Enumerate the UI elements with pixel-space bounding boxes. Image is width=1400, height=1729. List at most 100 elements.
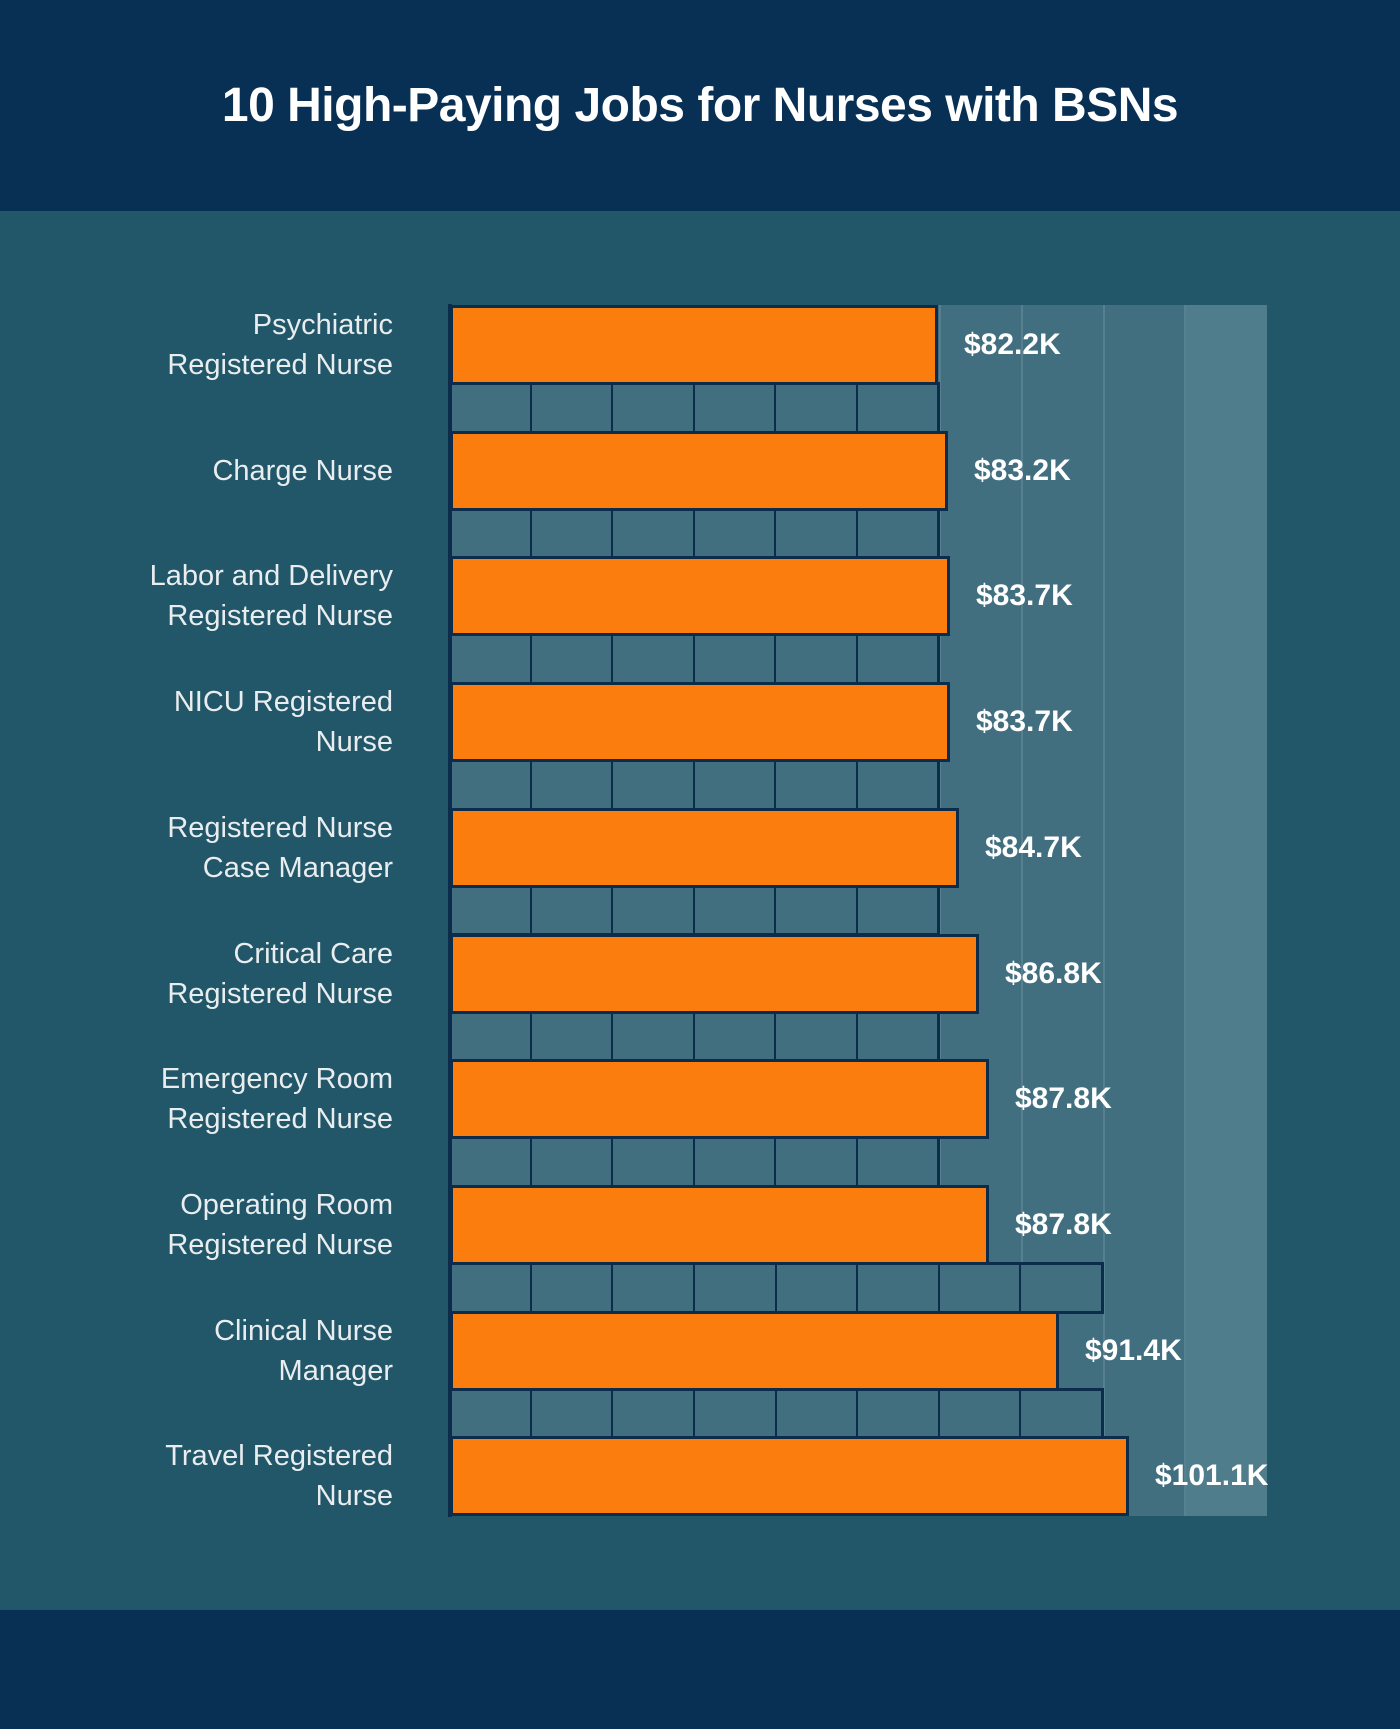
gap-grid-cell xyxy=(450,1013,532,1060)
gap-grid-cell xyxy=(695,887,776,934)
bar-nicu-registered-nurse xyxy=(450,682,950,763)
gap-grid-cell xyxy=(858,385,938,431)
gap-grid-cell xyxy=(450,636,532,683)
gap-grid-cell xyxy=(695,1139,776,1185)
gap-grid-cell xyxy=(613,1139,695,1185)
category-label-emergency-room-registered-nurse: Emergency Room Registered Nurse xyxy=(160,1063,393,1136)
value-label-charge-nurse: $83.2K xyxy=(974,453,1071,487)
vertical-gridline xyxy=(1020,305,1023,1516)
gap-grid-cell xyxy=(858,888,938,934)
value-label-psychiatric-registered-nurse: $82.2K xyxy=(964,328,1061,361)
gap-grid-cell xyxy=(532,1013,613,1060)
gap-grid-band xyxy=(450,759,940,811)
gap-grid-cell xyxy=(858,762,938,808)
gap-grid-band xyxy=(450,884,940,937)
page-title: 10 High-Paying Jobs for Nurses with BSNs xyxy=(221,79,1179,132)
gap-grid-cell xyxy=(777,1264,859,1311)
y-axis-line xyxy=(448,304,452,1517)
gap-grid-cell xyxy=(858,1264,940,1311)
value-label-labor-and-delivery-registered-nurse: $83.7K xyxy=(976,579,1073,613)
gap-grid-cell xyxy=(613,887,695,934)
gap-grid-cell xyxy=(940,1390,1022,1437)
gap-grid-cell xyxy=(613,1390,695,1437)
gap-grid-band xyxy=(450,382,940,434)
gap-grid-cell xyxy=(858,1014,938,1060)
gap-grid-cell xyxy=(450,1139,532,1185)
gap-grid-cell xyxy=(858,1390,940,1437)
gap-grid-cell xyxy=(613,636,695,683)
gap-grid-cell xyxy=(776,762,858,808)
header-band: 10 High-Paying Jobs for Nurses with BSNs xyxy=(0,0,1400,211)
gap-grid-cell xyxy=(450,510,532,557)
bar-clinical-nurse-manager xyxy=(450,1310,1059,1391)
gap-grid-cell xyxy=(695,636,776,683)
gap-grid-cell xyxy=(532,636,613,683)
gap-grid-cell xyxy=(532,762,613,808)
category-label-psychiatric-registered-nurse: Psychiatric Registered Nurse xyxy=(167,309,393,381)
category-label-labor-and-delivery-registered-nurse: Labor and Delivery Registered Nurse xyxy=(149,560,393,633)
gap-grid-band xyxy=(450,1010,940,1063)
gap-grid-cell xyxy=(450,1390,532,1437)
gap-grid-band xyxy=(450,633,940,686)
gap-grid-cell xyxy=(776,887,858,934)
value-label-emergency-room-registered-nurse: $87.8K xyxy=(1015,1082,1112,1116)
bar-charge-nurse xyxy=(450,430,948,511)
gap-grid-cell xyxy=(450,887,532,934)
gap-grid-cell xyxy=(450,385,532,431)
vertical-gridline xyxy=(1102,305,1105,1516)
value-label-operating-room-registered-nurse: $87.8K xyxy=(1015,1207,1112,1241)
gap-grid-cell xyxy=(613,1264,695,1311)
gap-grid-cell xyxy=(777,1390,859,1437)
gap-grid-cell xyxy=(532,510,613,557)
gap-grid-cell xyxy=(613,762,695,808)
bar-operating-room-registered-nurse xyxy=(450,1184,989,1265)
gap-grid-cell xyxy=(776,385,858,431)
gap-grid-cell xyxy=(695,385,776,431)
category-label-travel-registered-nurse: Travel Registered Nurse xyxy=(165,1440,393,1513)
gap-grid-band xyxy=(450,1261,1104,1314)
gap-grid-cell xyxy=(450,1264,532,1311)
gap-grid-cell xyxy=(532,1139,613,1185)
value-label-clinical-nurse-manager: $91.4K xyxy=(1085,1333,1182,1367)
bar-psychiatric-registered-nurse xyxy=(450,305,938,385)
gap-grid-cell xyxy=(776,636,858,683)
gap-grid-cell xyxy=(695,510,776,557)
gap-grid-cell xyxy=(450,762,532,808)
category-label-clinical-nurse-manager: Clinical Nurse Manager xyxy=(214,1314,393,1387)
gap-grid-cell xyxy=(1021,1391,1101,1437)
gap-grid-cell xyxy=(858,511,938,557)
gap-grid-cell xyxy=(940,1264,1022,1311)
gap-grid-cell xyxy=(532,1264,614,1311)
value-label-travel-registered-nurse: $101.1K xyxy=(1155,1459,1269,1493)
value-label-registered-nurse-case-manager: $84.7K xyxy=(985,830,1082,864)
gap-grid-cell xyxy=(776,1013,858,1060)
value-label-nicu-registered-nurse: $83.7K xyxy=(976,705,1073,739)
bar-emergency-room-registered-nurse xyxy=(450,1059,989,1140)
gap-grid-cell xyxy=(695,1264,777,1311)
bar-registered-nurse-case-manager xyxy=(450,807,959,888)
category-label-critical-care-registered-nurse: Critical Care Registered Nurse xyxy=(167,937,393,1010)
gap-grid-cell xyxy=(858,1139,938,1185)
gap-grid-cell xyxy=(613,1013,695,1060)
gap-grid-cell xyxy=(532,1390,614,1437)
highlight-column xyxy=(1185,305,1267,1516)
gap-grid-cell xyxy=(532,385,613,431)
gap-grid-band xyxy=(450,507,940,560)
gap-grid-cell xyxy=(776,510,858,557)
gap-grid-cell xyxy=(1021,1265,1101,1311)
bar-travel-registered-nurse xyxy=(450,1436,1129,1517)
gap-grid-cell xyxy=(858,636,938,682)
gap-grid-cell xyxy=(532,887,613,934)
bar-labor-and-delivery-registered-nurse xyxy=(450,556,950,637)
bar-critical-care-registered-nurse xyxy=(450,933,979,1014)
gap-grid-cell xyxy=(776,1139,858,1185)
gap-grid-cell xyxy=(695,1390,777,1437)
category-label-operating-room-registered-nurse: Operating Room Registered Nurse xyxy=(167,1188,393,1261)
vertical-gridline xyxy=(1184,305,1187,1516)
gap-grid-cell xyxy=(613,385,695,431)
vertical-gridline xyxy=(939,305,942,1516)
category-label-registered-nurse-case-manager: Registered Nurse Case Manager xyxy=(167,811,393,884)
gap-grid-band xyxy=(450,1387,1104,1440)
gap-grid-cell xyxy=(695,762,776,808)
